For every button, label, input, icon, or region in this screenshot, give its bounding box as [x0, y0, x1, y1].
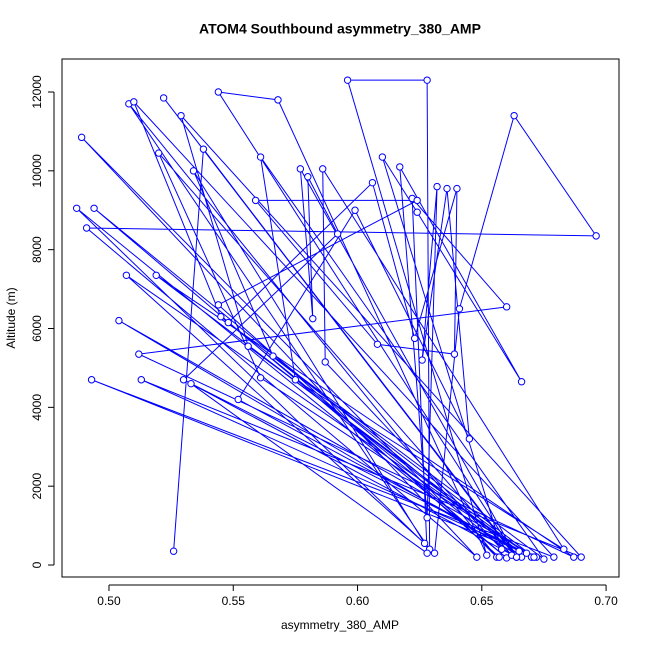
data-point [433, 182, 441, 191]
data-point [497, 545, 506, 553]
y-tick-label: 6000 [30, 315, 44, 342]
data-point [418, 356, 426, 364]
data-point [256, 153, 265, 161]
data-point [343, 76, 352, 84]
data-point [512, 553, 521, 561]
data-point [177, 111, 185, 120]
data-point [137, 376, 145, 384]
data-point [309, 314, 317, 323]
data-point [274, 96, 282, 104]
data-point [214, 301, 223, 309]
data-point [413, 208, 421, 216]
data-point [87, 376, 96, 384]
data-point [256, 374, 265, 382]
data-point [560, 545, 568, 553]
y-tick-label: 10000 [30, 154, 44, 188]
data-point [77, 133, 86, 142]
y-tick-label: 0 [30, 561, 44, 568]
y-tick-label: 4000 [30, 394, 44, 421]
data-point [550, 553, 558, 561]
data-point [373, 340, 382, 348]
data-point [510, 111, 518, 120]
data-point [115, 316, 123, 325]
data-point [378, 153, 387, 161]
data-point [214, 88, 223, 96]
data-point [189, 167, 198, 175]
data-point [130, 98, 138, 106]
plot-frame [61, 58, 620, 578]
data-point [187, 379, 195, 388]
y-tick-label: 12000 [30, 75, 44, 109]
data-point [570, 553, 578, 561]
data-point [522, 549, 531, 557]
y-tick-label: 8000 [30, 236, 44, 263]
data-point [234, 395, 242, 404]
data-point [368, 178, 377, 187]
data-point [423, 76, 431, 84]
data-point [592, 232, 600, 240]
data-point [483, 551, 491, 559]
data-point [430, 549, 439, 557]
data-point [244, 342, 252, 350]
data-point [453, 184, 461, 193]
x-tick-label: 0.70 [594, 594, 618, 608]
data-point [443, 184, 451, 193]
data-point [495, 553, 503, 561]
data-point [296, 165, 305, 173]
chart-title: ATOM4 Southbound asymmetry_380_AMP [199, 21, 481, 37]
data-point [224, 318, 232, 327]
x-tick-label: 0.60 [346, 594, 370, 608]
data-point [154, 149, 163, 157]
data-point [423, 549, 431, 557]
data-point [321, 358, 329, 366]
data-point [217, 312, 225, 321]
data-point [199, 145, 208, 153]
x-tick-label: 0.65 [470, 594, 494, 608]
data-point [450, 350, 459, 358]
data-point [179, 376, 188, 384]
data-point [90, 204, 98, 212]
data-point [251, 196, 260, 205]
data-point [72, 204, 81, 212]
x-axis-label: asymmetry_380_AMP [281, 618, 399, 632]
data-point [169, 547, 178, 555]
data-point [465, 435, 474, 443]
data-point [413, 196, 421, 205]
data-point [517, 378, 526, 386]
data-point [135, 350, 143, 358]
x-tick-label: 0.50 [97, 594, 121, 608]
data-point [473, 553, 481, 561]
data-point [423, 514, 431, 522]
data-point [152, 271, 160, 279]
data-point [351, 206, 359, 214]
data-point [455, 305, 464, 313]
data-point [420, 539, 429, 548]
data-point [319, 165, 327, 173]
data-point [333, 230, 342, 238]
y-axis-label: Altitude (m) [4, 287, 18, 348]
data-point [304, 173, 312, 181]
data-point [577, 553, 585, 561]
data-point [530, 553, 538, 561]
data-point [502, 303, 511, 311]
data-line [76, 79, 598, 560]
data-point [82, 224, 91, 232]
data-point [410, 334, 419, 343]
data-point [540, 555, 548, 563]
data-point [291, 376, 300, 384]
x-tick-label: 0.55 [222, 594, 246, 608]
y-tick-label: 2000 [30, 473, 44, 500]
data-point [269, 352, 277, 360]
data-point [396, 163, 404, 171]
data-point [159, 94, 168, 102]
data-point [122, 271, 131, 279]
